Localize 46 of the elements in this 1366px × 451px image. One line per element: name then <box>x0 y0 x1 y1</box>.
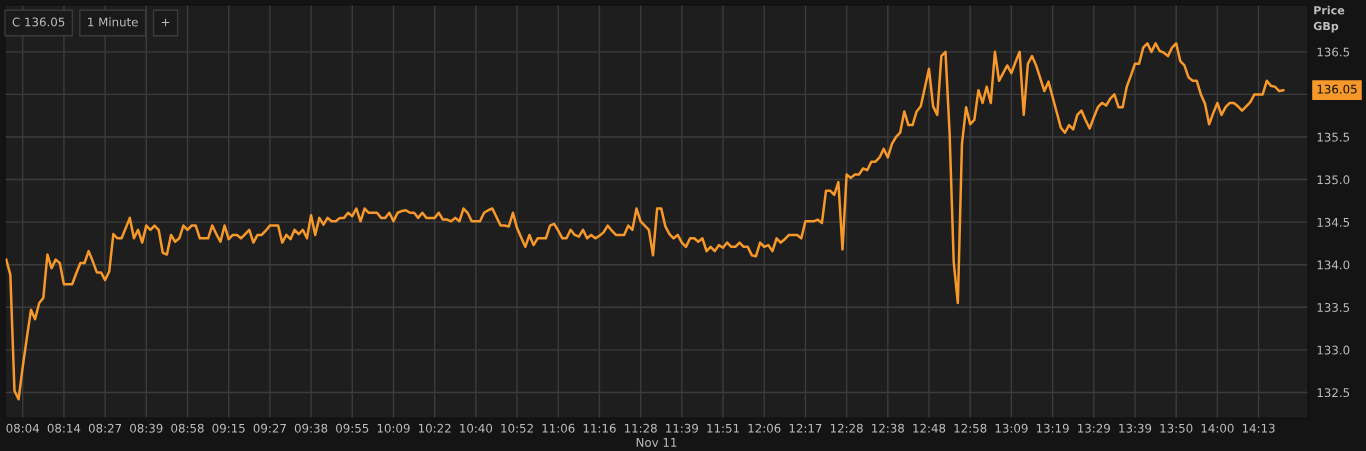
x-tick-label: 09:27 <box>253 423 286 433</box>
x-tick-label: 12:06 <box>748 423 781 433</box>
x-tick-label: 11:16 <box>583 423 616 433</box>
x-tick-label: 13:50 <box>1160 423 1193 433</box>
x-tick-label: 09:38 <box>294 423 328 433</box>
x-tick-label: 11:39 <box>666 423 699 433</box>
x-tick-label: 09:15 <box>212 423 245 433</box>
x-tick-label: 11:28 <box>624 423 657 433</box>
x-tick-label: 11:51 <box>707 423 739 433</box>
annotation: + <box>161 18 170 27</box>
y-tick-label: 132.5 <box>1317 388 1350 398</box>
y-tick-label: 136.5 <box>1317 47 1350 57</box>
y-tick-label: 133.0 <box>1317 345 1350 355</box>
x-tick-label: 13:19 <box>1036 423 1069 433</box>
annotation: C 136.05 <box>12 17 65 27</box>
x-tick-label: 10:52 <box>501 423 533 433</box>
y-tick-label: 133.5 <box>1317 303 1350 312</box>
x-tick-label: 12:28 <box>830 423 863 433</box>
line-series <box>5 42 1285 401</box>
x-tick-label: 10:09 <box>377 423 410 433</box>
x-tick-label: 14:00 <box>1201 423 1234 433</box>
y-tick-label: 134.5 <box>1317 217 1350 227</box>
x-tick-label: 12:17 <box>789 423 822 433</box>
x-tick-label: 10:40 <box>460 423 493 433</box>
x-tick-label: 08:27 <box>88 423 122 433</box>
x-tick-label: 13:29 <box>1078 423 1110 433</box>
x-tick-label: 13:39 <box>1119 423 1152 433</box>
y-tick-label: 134.0 <box>1317 260 1350 270</box>
x-tick-label: 09:55 <box>336 423 369 433</box>
x-tick-label: 12:58 <box>954 423 987 433</box>
x-tick-label: 12:38 <box>872 423 905 433</box>
x-tick-label: 08:58 <box>171 423 204 433</box>
x-tick-label: 08:14 <box>47 423 81 433</box>
x-tick-label: 13:09 <box>995 423 1028 433</box>
x-tick-label: 08:04 <box>6 423 40 433</box>
x-tick-label: 14:13 <box>1242 423 1275 433</box>
x-tick-label: 11:06 <box>542 423 575 433</box>
x-tick-label: 10:22 <box>418 423 451 433</box>
y-tick-label: 135.5 <box>1317 132 1350 142</box>
y-axis-title: Price GBp <box>1313 5 1345 33</box>
y-tick-label: 135.0 <box>1317 175 1350 185</box>
x-axis-title: Nov 11 <box>636 438 677 447</box>
text: 136.05 <box>1317 84 1357 94</box>
x-tick-label: 12:48 <box>913 423 946 433</box>
annotation: 1 Minute <box>88 17 138 27</box>
x-tick-label: 08:39 <box>130 423 163 433</box>
